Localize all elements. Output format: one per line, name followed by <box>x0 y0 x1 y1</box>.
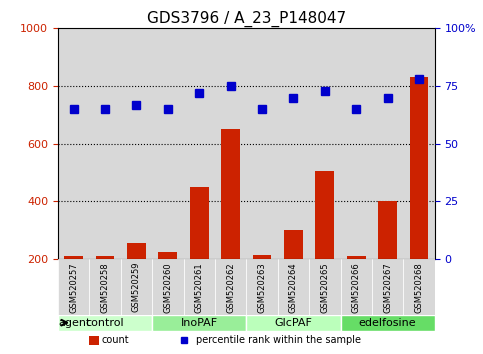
FancyBboxPatch shape <box>152 315 246 331</box>
Text: GSM520257: GSM520257 <box>69 262 78 313</box>
Bar <box>89 28 121 259</box>
FancyBboxPatch shape <box>246 259 278 315</box>
Text: GSM520265: GSM520265 <box>320 262 329 313</box>
Text: GlcPAF: GlcPAF <box>274 318 313 328</box>
Bar <box>378 201 397 317</box>
Bar <box>58 28 89 259</box>
Text: percentile rank within the sample: percentile rank within the sample <box>196 336 361 346</box>
Text: GSM520262: GSM520262 <box>226 262 235 313</box>
Bar <box>96 256 114 317</box>
Text: GSM520263: GSM520263 <box>257 262 267 313</box>
Text: InoPAF: InoPAF <box>181 318 218 328</box>
Bar <box>152 28 184 259</box>
Bar <box>221 129 240 317</box>
Title: GDS3796 / A_23_P148047: GDS3796 / A_23_P148047 <box>147 11 346 27</box>
Text: agent: agent <box>58 318 91 328</box>
FancyBboxPatch shape <box>341 259 372 315</box>
FancyBboxPatch shape <box>246 315 341 331</box>
FancyBboxPatch shape <box>309 259 341 315</box>
FancyBboxPatch shape <box>58 259 89 315</box>
FancyBboxPatch shape <box>152 259 184 315</box>
Bar <box>246 28 278 259</box>
Bar <box>372 28 403 259</box>
Bar <box>215 28 246 259</box>
FancyBboxPatch shape <box>372 259 403 315</box>
Bar <box>315 171 334 317</box>
Text: GSM520261: GSM520261 <box>195 262 204 313</box>
Bar <box>184 28 215 259</box>
Text: GSM520264: GSM520264 <box>289 262 298 313</box>
Text: control: control <box>86 318 124 328</box>
FancyBboxPatch shape <box>341 315 435 331</box>
Bar <box>190 187 209 317</box>
FancyBboxPatch shape <box>403 259 435 315</box>
Bar <box>89 336 99 345</box>
Bar <box>253 255 271 317</box>
Bar <box>121 28 152 259</box>
Bar <box>278 28 309 259</box>
Text: GSM520268: GSM520268 <box>414 262 424 313</box>
Text: GSM520266: GSM520266 <box>352 262 361 313</box>
FancyBboxPatch shape <box>278 259 309 315</box>
Text: count: count <box>102 336 129 346</box>
FancyBboxPatch shape <box>184 259 215 315</box>
Bar <box>403 28 435 259</box>
Text: GSM520259: GSM520259 <box>132 262 141 313</box>
FancyBboxPatch shape <box>121 259 152 315</box>
Bar <box>341 28 372 259</box>
Bar <box>410 78 428 317</box>
Bar <box>284 230 303 317</box>
FancyBboxPatch shape <box>89 259 121 315</box>
FancyBboxPatch shape <box>58 315 152 331</box>
Text: GSM520260: GSM520260 <box>163 262 172 313</box>
Text: GSM520267: GSM520267 <box>383 262 392 313</box>
FancyBboxPatch shape <box>215 259 246 315</box>
Text: edelfosine: edelfosine <box>359 318 416 328</box>
Bar <box>64 256 83 317</box>
Bar <box>158 252 177 317</box>
Bar <box>127 243 146 317</box>
Text: GSM520258: GSM520258 <box>100 262 110 313</box>
Bar <box>347 256 366 317</box>
Bar <box>309 28 341 259</box>
